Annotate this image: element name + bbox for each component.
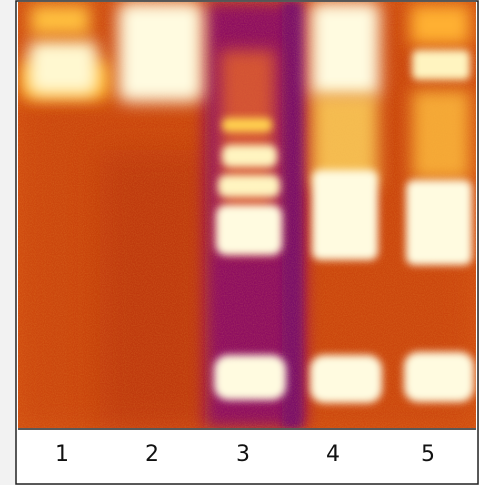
gel-image: [18, 2, 476, 430]
band: [214, 355, 286, 400]
band: [222, 118, 272, 132]
band: [406, 180, 472, 265]
page: 1 2 3 4 5 (() => { const data = JSON.par…: [0, 0, 479, 485]
lane-label: 5: [421, 442, 435, 467]
band: [118, 2, 203, 102]
lane-label: 1: [55, 442, 69, 467]
smear: [30, 5, 90, 35]
band: [28, 40, 98, 95]
band: [412, 50, 470, 80]
band: [222, 145, 277, 167]
band: [218, 175, 280, 197]
band: [312, 170, 378, 260]
gel-figure: 1 2 3 4 5: [0, 0, 479, 485]
smear: [410, 5, 470, 45]
band: [404, 352, 474, 402]
smear: [412, 90, 470, 180]
lane-label: 4: [326, 442, 340, 467]
lane-label: 2: [145, 442, 159, 467]
lane-label: 3: [236, 442, 250, 467]
band: [310, 2, 380, 97]
band: [310, 355, 382, 403]
band: [216, 205, 282, 255]
